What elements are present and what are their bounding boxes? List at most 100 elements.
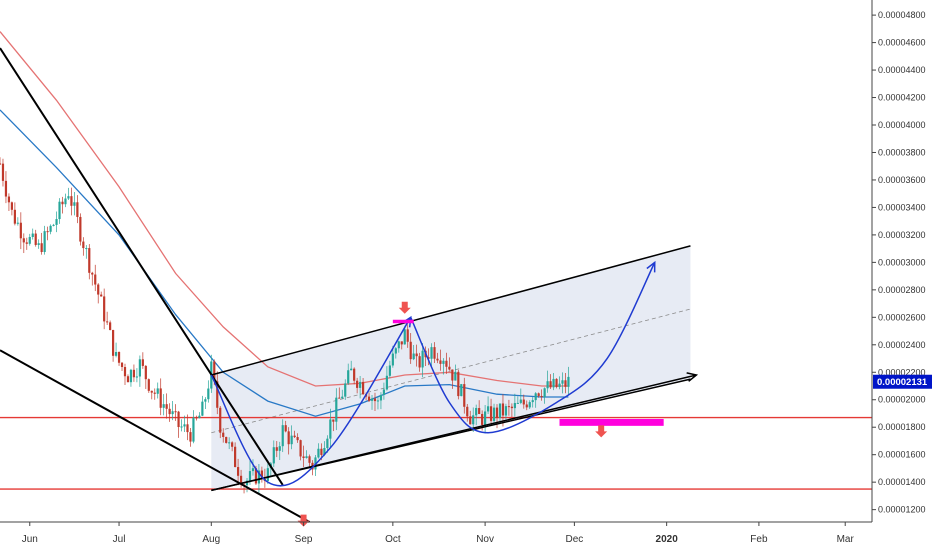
current-price-label: 0.00002131: [877, 377, 928, 388]
projection-arrow-head-2: [646, 260, 656, 273]
candle-body-181: [537, 393, 540, 396]
candle-body-28: [82, 241, 85, 249]
y-tick-label-0: 0.00001200: [878, 505, 926, 515]
candle-62: [183, 415, 186, 433]
candle-61: [180, 419, 183, 432]
candle-body-170: [504, 406, 508, 416]
y-tick-label-4: 0.00002000: [878, 395, 926, 405]
candle-80: [236, 458, 240, 486]
candle-body-77: [228, 442, 231, 444]
y-tick-label-5: 0.00002200: [878, 367, 926, 377]
candle-191: [567, 366, 570, 395]
candle-body-66: [195, 417, 198, 419]
candle-body-113: [335, 397, 338, 422]
candle-149: [442, 358, 445, 375]
candle-body-165: [489, 406, 493, 421]
candle-49: [144, 365, 147, 389]
candle-186: [552, 373, 555, 391]
arrow-down-marker-3: [297, 514, 310, 527]
candle-188: [558, 376, 561, 390]
candle-36: [106, 311, 109, 325]
candle-151: [448, 357, 451, 371]
candle-body-152: [451, 369, 454, 381]
candle-53: [156, 382, 159, 399]
candle-body-44: [129, 369, 133, 383]
candle-125: [370, 394, 374, 410]
candle-154: [457, 369, 460, 400]
candle-28: [82, 237, 85, 256]
candle-body-16: [46, 231, 49, 233]
x-tick-label-4: Oct: [385, 534, 401, 545]
candle-190: [564, 372, 567, 394]
candle-97: [287, 427, 290, 455]
candle-body-151: [448, 366, 451, 370]
candle-body-190: [564, 380, 567, 387]
candle-body-140: [415, 353, 418, 357]
candle-77: [228, 437, 231, 450]
candle-24: [70, 187, 73, 216]
candle-body-73: [216, 381, 219, 408]
candle-body-60: [177, 411, 180, 428]
candle-68: [201, 395, 204, 417]
candle-body-81: [239, 475, 243, 485]
candle-37: [109, 320, 112, 331]
candles-layer: [0, 157, 570, 495]
candle-119: [353, 367, 356, 385]
candle-102: [302, 445, 305, 468]
candle-body-22: [64, 198, 67, 205]
candle-body-159: [472, 415, 475, 425]
y-tick-label-11: 0.00003400: [878, 202, 926, 212]
candle-body-69: [204, 399, 207, 402]
candle-body-134: [397, 341, 400, 349]
candle-163: [484, 404, 487, 434]
candle-body-120: [356, 380, 359, 388]
candle-57: [168, 403, 171, 422]
candle-67: [198, 412, 201, 419]
candle-120: [356, 377, 359, 394]
candle-137: [406, 324, 409, 348]
candle-body-37: [109, 322, 112, 331]
candle-body-17: [49, 225, 52, 232]
candle-body-95: [281, 425, 284, 447]
candle-body-61: [180, 426, 183, 428]
x-tick-label-6: Dec: [565, 534, 583, 545]
candle-104: [308, 454, 311, 469]
candle-21: [61, 196, 64, 214]
candle-body-139: [412, 353, 415, 360]
candle-27: [79, 213, 82, 246]
candle-14: [40, 232, 43, 255]
candle-124: [367, 392, 371, 402]
y-tick-label-2: 0.00001600: [878, 450, 926, 460]
candle-178: [528, 400, 531, 410]
candle-147: [436, 352, 439, 364]
candle-body-40: [117, 351, 121, 363]
candle-85: [251, 459, 255, 476]
candle-96: [284, 420, 287, 433]
candle-body-38: [111, 330, 115, 356]
candle-18: [52, 223, 55, 227]
candle-body-78: [231, 442, 234, 447]
candle-63: [186, 414, 189, 441]
candle-body-93: [275, 447, 278, 451]
candle-48: [141, 352, 144, 369]
candle-body-175: [519, 399, 522, 403]
candle-7: [19, 212, 22, 250]
candle-46: [135, 368, 139, 383]
candle-body-19: [55, 219, 58, 225]
candle-body-161: [478, 408, 481, 414]
candle-body-14: [40, 243, 43, 253]
candle-body-157: [466, 406, 469, 417]
candle-body-43: [126, 376, 130, 383]
candle-body-63: [186, 424, 189, 433]
candle-181: [537, 392, 540, 398]
candle-body-34: [100, 294, 103, 297]
candle-34: [100, 291, 103, 297]
candle-59: [174, 404, 177, 421]
candle-body-107: [317, 448, 320, 458]
candle-body-2: [4, 180, 8, 197]
moving-average-line-1: [0, 31, 569, 387]
candle-body-39: [114, 351, 118, 356]
candle-45: [132, 364, 136, 382]
